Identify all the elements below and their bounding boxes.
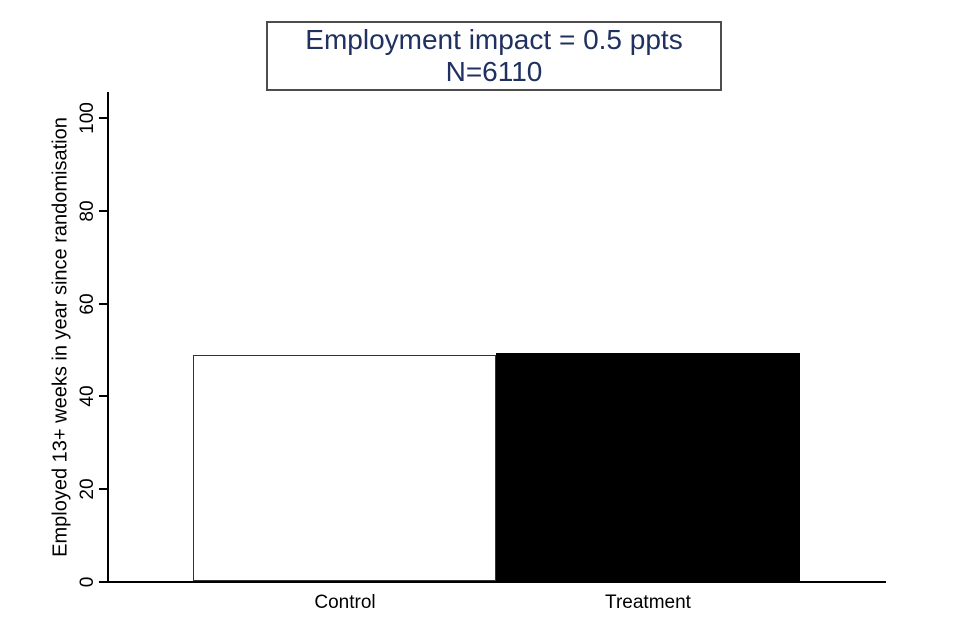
- y-tick-mark: [99, 581, 108, 583]
- y-tick-label: 0: [77, 576, 98, 588]
- chart-subtitle-n: N=6110: [445, 56, 543, 87]
- bar-control: [193, 355, 496, 581]
- y-tick-mark: [99, 209, 108, 212]
- y-tick-mark: [99, 488, 108, 491]
- chart-title-box: Employment impact = 0.5 ppts N=6110: [266, 21, 722, 91]
- y-tick-label: 80: [77, 200, 98, 222]
- x-category-label-treatment: Treatment: [605, 592, 691, 613]
- y-tick-label: 40: [77, 385, 98, 407]
- y-tick-mark: [99, 395, 108, 398]
- bar-treatment: [496, 352, 800, 581]
- y-tick-label: 100: [77, 102, 98, 134]
- x-axis-line: [99, 581, 886, 583]
- y-tick-mark: [99, 117, 108, 119]
- y-axis-line: [107, 92, 109, 582]
- y-tick-mark: [99, 302, 108, 305]
- y-tick-label: 20: [77, 478, 98, 500]
- x-category-label-control: Control: [314, 592, 376, 613]
- y-axis-title: Employed 13+ weeks in year since randomi…: [49, 117, 72, 557]
- chart-title: Employment impact = 0.5 ppts: [305, 24, 683, 55]
- y-tick-label: 60: [77, 293, 98, 315]
